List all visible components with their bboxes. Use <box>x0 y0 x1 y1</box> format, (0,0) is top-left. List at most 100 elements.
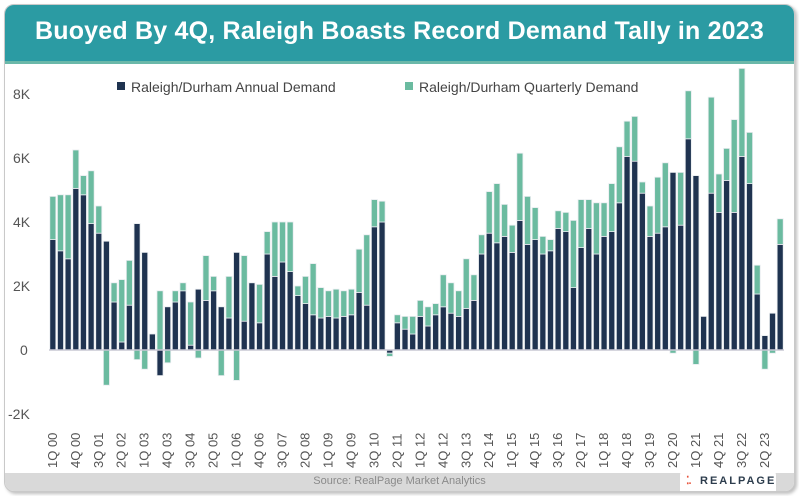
bar-quarterly <box>118 279 126 343</box>
bar-annual <box>347 314 355 351</box>
bar-annual <box>432 314 440 351</box>
legend-swatch-quarterly <box>405 82 413 90</box>
bar-annual <box>462 307 470 351</box>
bar-annual <box>577 247 585 351</box>
x-tick-label: 2Q 14 <box>481 433 496 468</box>
bar-quarterly <box>102 349 110 386</box>
bar-annual <box>279 261 286 351</box>
bar-annual <box>661 226 669 351</box>
bar-annual <box>608 231 616 351</box>
bar-annual <box>677 224 685 351</box>
x-tick-label: 2Q 23 <box>757 433 772 468</box>
x-tick-label: 4Q 06 <box>252 433 267 468</box>
bar-annual <box>478 253 486 351</box>
bar-quarterly <box>661 162 669 228</box>
bar-quarterly <box>263 231 271 255</box>
bar-quarterly <box>309 263 317 316</box>
x-tick-label: 1Q 12 <box>412 433 427 468</box>
bars <box>49 68 784 386</box>
x-tick-label: 1Q 00 <box>45 433 60 468</box>
bar-quarterly <box>623 120 631 157</box>
bar-quarterly <box>554 210 562 229</box>
bar-quarterly <box>225 275 233 319</box>
bar-annual <box>508 251 516 351</box>
y-tick-label: 2K <box>13 278 31 294</box>
bar-annual <box>700 315 708 351</box>
bar-quarterly <box>585 199 593 229</box>
bar-quarterly <box>401 315 409 330</box>
bar-quarterly <box>156 290 164 351</box>
bar-annual <box>424 325 432 351</box>
bar-annual <box>761 335 769 351</box>
bar-annual <box>156 349 164 377</box>
bar-annual <box>684 138 692 351</box>
bar-annual <box>769 312 776 351</box>
bar-annual <box>524 243 531 351</box>
bar-annual <box>370 226 378 351</box>
bar-quarterly <box>753 264 761 295</box>
bar-annual <box>746 183 753 351</box>
bar-annual <box>271 275 279 351</box>
bar-quarterly <box>776 218 784 245</box>
x-tick-label: 1Q 21 <box>688 433 703 468</box>
x-tick-label: 4Q 12 <box>435 433 450 468</box>
bar-quarterly <box>179 282 187 292</box>
bar-quarterly <box>217 349 225 377</box>
bar-annual <box>217 306 225 351</box>
bar-quarterly <box>684 90 692 140</box>
bar-quarterly <box>501 203 508 237</box>
bar-annual <box>95 232 103 351</box>
source-note: Source: RealPage Market Analytics <box>313 475 486 487</box>
bar-annual <box>133 223 141 351</box>
bar-quarterly <box>562 211 570 232</box>
x-axis: 1Q 00 4Q 00 3Q 01 2Q 02 1Q 03 4Q 03 3Q 04 2Q 05… <box>45 433 772 468</box>
bar-annual <box>730 211 738 351</box>
bar-quarterly <box>531 207 539 241</box>
x-tick-label: 3Q 13 <box>458 433 473 468</box>
bar-quarterly <box>485 191 493 234</box>
legend-swatch-annual <box>117 82 125 90</box>
bar-annual <box>547 250 554 351</box>
legend-label-annual: Raleigh/Durham Annual Demand <box>131 79 336 95</box>
bar-quarterly <box>677 171 685 226</box>
bar-quarterly <box>746 131 753 184</box>
bar-annual <box>753 293 761 351</box>
bar-annual <box>110 301 118 351</box>
bar-annual <box>80 194 87 351</box>
bar-annual <box>378 221 386 351</box>
bar-annual <box>554 227 562 351</box>
x-tick-label: 3Q 19 <box>642 433 657 468</box>
bar-quarterly <box>355 248 363 293</box>
bar-quarterly <box>478 234 486 255</box>
bar-annual <box>776 243 784 351</box>
bar-annual <box>49 239 57 351</box>
bar-quarterly <box>332 288 340 319</box>
bar-annual <box>562 231 570 351</box>
bar-quarterly <box>325 290 332 317</box>
bar-quarterly <box>608 183 616 233</box>
bar-annual <box>401 328 409 351</box>
bar-annual <box>623 155 631 351</box>
bar-annual <box>485 232 493 351</box>
bar-quarterly <box>187 301 195 346</box>
bar-annual <box>393 322 401 351</box>
bar-annual <box>363 304 371 351</box>
bar-annual <box>210 290 218 351</box>
bar-annual <box>171 301 179 351</box>
bar-quarterly <box>164 349 172 364</box>
bar-quarterly <box>363 234 371 306</box>
bar-annual <box>638 192 646 351</box>
bar-annual <box>233 251 241 351</box>
bar-quarterly <box>455 290 463 317</box>
bar-quarterly <box>57 194 64 252</box>
bar-quarterly <box>493 183 501 244</box>
bar-annual <box>493 242 501 351</box>
y-tick-label: 4K <box>13 214 31 230</box>
bar-quarterly <box>646 205 654 237</box>
bar-annual <box>125 304 133 351</box>
bar-quarterly <box>424 306 432 327</box>
bar-annual <box>64 258 72 351</box>
bar-annual <box>600 235 608 351</box>
y-tick-label: 8K <box>13 86 31 102</box>
